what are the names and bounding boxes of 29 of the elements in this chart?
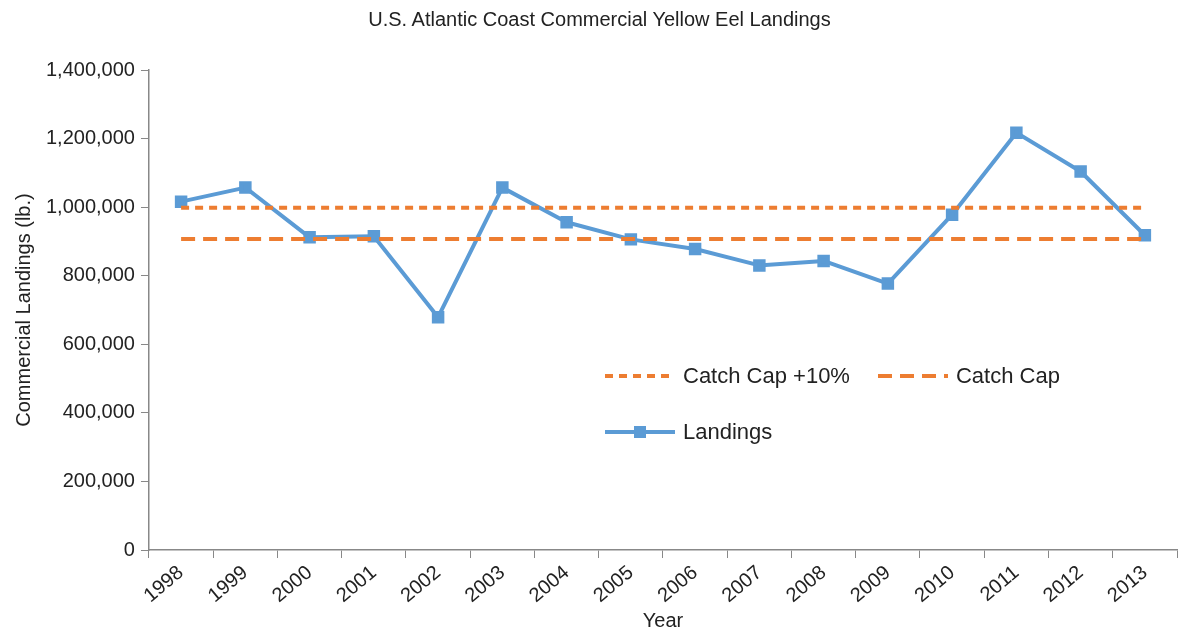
point bbox=[945, 208, 959, 221]
point bbox=[1074, 165, 1087, 178]
y-tick-label: 600,000 bbox=[62, 331, 135, 354]
legend-label: Catch Cap +10% bbox=[683, 363, 850, 389]
point bbox=[560, 215, 573, 229]
point bbox=[431, 310, 445, 324]
y-tick-label: 0 bbox=[123, 537, 135, 560]
point bbox=[1010, 126, 1023, 139]
y-tick-label: 1,200,000 bbox=[45, 126, 135, 149]
y-axis-title: Commercial Landings (lb.) bbox=[11, 193, 34, 427]
point bbox=[1138, 229, 1152, 242]
legend-label: Catch Cap bbox=[955, 363, 1060, 389]
point bbox=[174, 195, 188, 208]
legend-label: Landings bbox=[683, 419, 773, 445]
point bbox=[817, 254, 830, 268]
y-tick-label: 1,000,000 bbox=[45, 194, 135, 217]
chart-title: U.S. Atlantic Coast Commercial Yellow Eel Landings bbox=[367, 8, 832, 31]
point bbox=[688, 242, 702, 256]
y-tick-label: 400,000 bbox=[62, 400, 135, 423]
x-axis-title: Year bbox=[642, 608, 684, 631]
point bbox=[367, 230, 381, 243]
point bbox=[303, 231, 316, 244]
y-tick-label: 1,400,000 bbox=[45, 57, 135, 80]
point bbox=[239, 181, 252, 194]
point bbox=[496, 181, 509, 194]
point bbox=[753, 259, 766, 272]
y-tick-label: 200,000 bbox=[62, 468, 135, 491]
y-tick-label: 800,000 bbox=[62, 263, 135, 286]
point bbox=[881, 277, 895, 290]
